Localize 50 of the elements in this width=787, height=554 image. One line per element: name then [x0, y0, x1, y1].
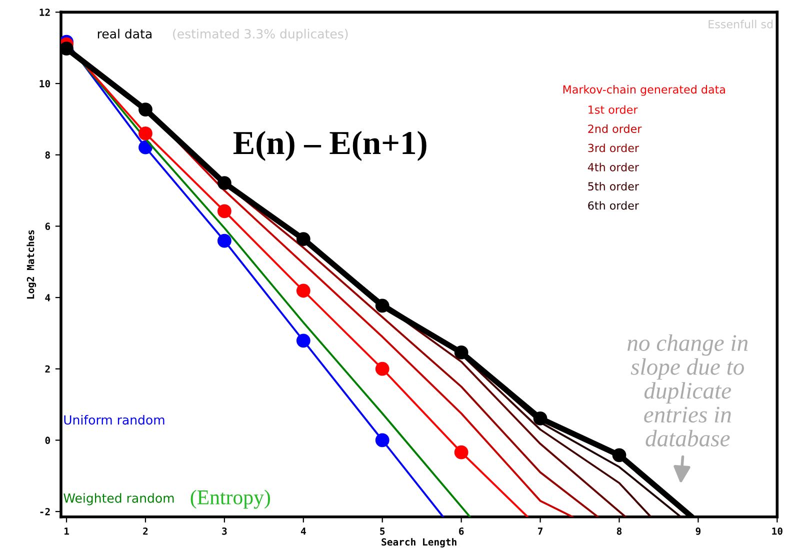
annotation: E(n) – E(n+1) [233, 130, 426, 162]
text: 6th order [588, 201, 640, 210]
y-tick-label: 12 [40, 8, 50, 16]
point [296, 284, 310, 298]
x-tick-label: 2 [143, 527, 148, 535]
y-tick-label: 2 [45, 365, 50, 373]
x-tick-label: 3 [222, 527, 227, 535]
text: 1st order [588, 105, 638, 114]
y-tick-label: -2 [40, 508, 50, 516]
point [454, 445, 468, 460]
text: Uniform random [64, 414, 164, 425]
x-axis-title: Search Length [382, 538, 456, 548]
point [296, 334, 310, 348]
annotation: no change in slope due to duplicate entries in database [628, 334, 748, 446]
x-tick-label: 4 [300, 528, 306, 535]
text: 3rd order [588, 144, 640, 152]
point [533, 411, 548, 426]
x-tick-label: 10 [772, 527, 782, 535]
point [138, 140, 152, 154]
point [138, 126, 152, 140]
x-tick-label: 8 [616, 527, 622, 535]
y-tick-label: 6 [45, 222, 50, 230]
text: 4th order [588, 162, 640, 172]
point [217, 204, 232, 218]
point [296, 232, 310, 246]
annotation: (Entropy) [190, 490, 270, 509]
point [217, 176, 232, 190]
text: 2nd order [588, 124, 642, 134]
point [138, 102, 152, 117]
x-tick-label: 7 [538, 528, 542, 535]
x-tick-label: 6 [459, 527, 464, 535]
x-tick-label: 9 [696, 528, 701, 535]
text: real data [98, 28, 152, 39]
y-tick-label: 0 [45, 436, 50, 444]
point [375, 298, 390, 313]
x-tick-label: 1 [64, 528, 69, 535]
point [60, 42, 74, 56]
point [217, 234, 232, 248]
point [454, 346, 468, 360]
point [375, 433, 390, 448]
text: 5th order [588, 182, 640, 191]
x-tick-label: 5 [380, 528, 385, 535]
point [612, 448, 626, 462]
y-tick-label: 8 [45, 151, 50, 159]
y-tick-label: 4 [45, 294, 50, 302]
point [375, 362, 390, 376]
y-tick-label: 10 [40, 80, 50, 88]
text: Weighted random [64, 493, 174, 506]
legend-title: Markov-chain generated data [563, 85, 725, 96]
y-axis-title: Log2 Matches [26, 230, 36, 299]
